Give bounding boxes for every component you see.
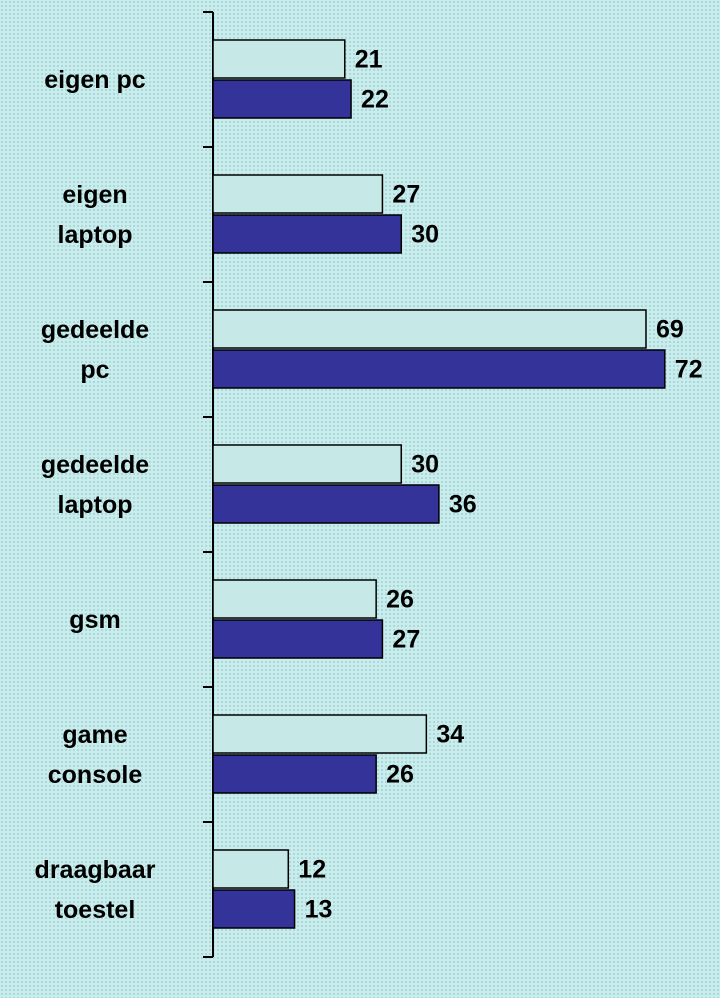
bar (213, 580, 376, 618)
value-label: 21 (355, 46, 383, 74)
category-label: gedeelde pc (0, 310, 190, 390)
bar (213, 310, 646, 348)
bar (213, 755, 376, 793)
bar (213, 40, 345, 78)
bar (213, 485, 439, 523)
bar (213, 80, 351, 118)
bar (213, 850, 288, 888)
category-label: draagbaar toestel (0, 850, 190, 930)
category-label: eigen laptop (0, 175, 190, 255)
category-label: game console (0, 715, 190, 795)
bar (213, 890, 295, 928)
value-label: 12 (298, 856, 326, 884)
bar (213, 175, 382, 213)
value-label: 30 (411, 451, 439, 479)
bar (213, 620, 382, 658)
bar (213, 445, 401, 483)
category-label: eigen pc (0, 60, 190, 100)
value-label: 30 (411, 221, 439, 249)
chart: 21 22 27 30 69 72 30 36 26 27 34 26 12 13 eigen pc eig… (0, 0, 720, 998)
value-label: 13 (305, 896, 333, 924)
bar (213, 715, 426, 753)
value-label: 72 (675, 356, 703, 384)
value-label: 27 (392, 626, 420, 654)
bar (213, 215, 401, 253)
category-label: gsm (0, 600, 190, 640)
value-label: 27 (392, 181, 420, 209)
category-label: gedeelde laptop (0, 445, 190, 525)
value-label: 26 (386, 586, 414, 614)
value-label: 36 (449, 491, 477, 519)
bar (213, 350, 665, 388)
value-label: 34 (436, 721, 464, 749)
value-label: 22 (361, 86, 389, 114)
value-label: 26 (386, 761, 414, 789)
value-label: 69 (656, 316, 684, 344)
